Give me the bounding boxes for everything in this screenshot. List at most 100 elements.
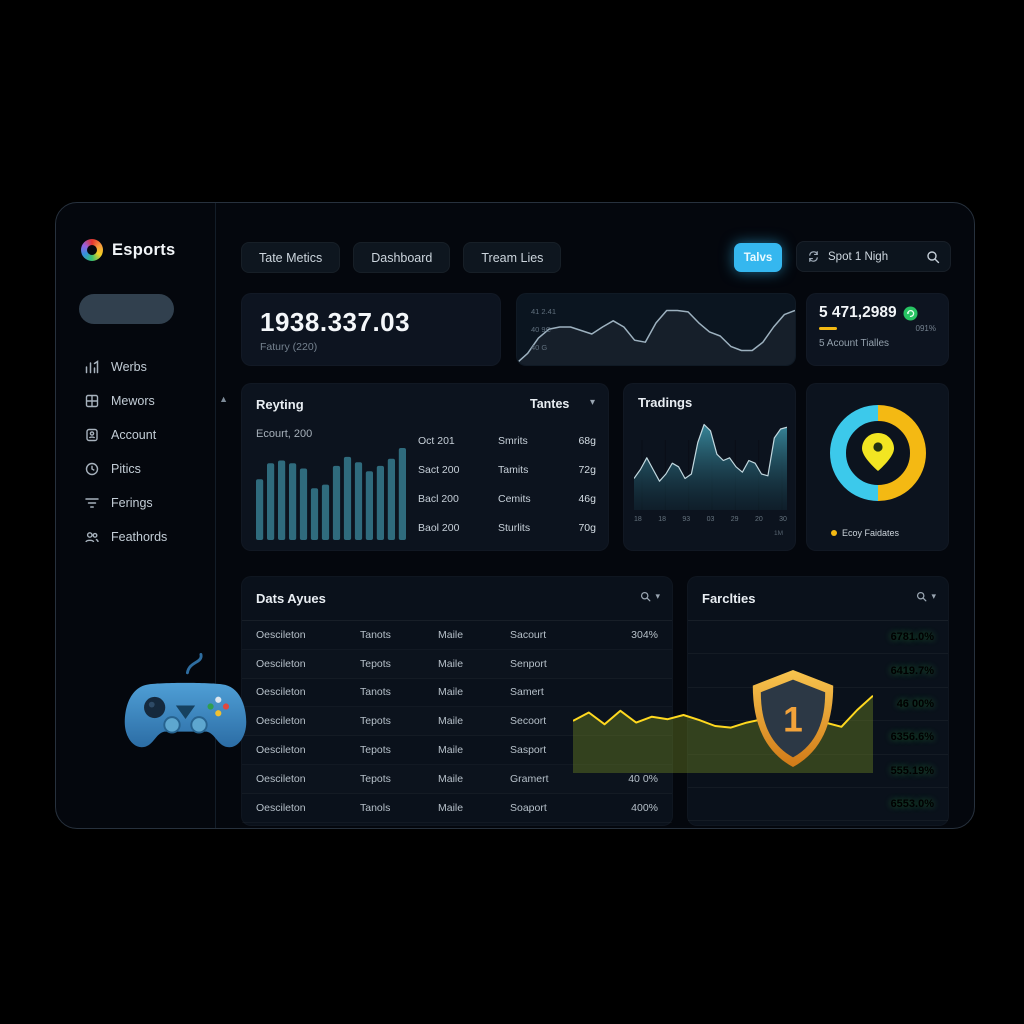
sidebar-item-mewors[interactable]: Mewors ▲ [84, 384, 228, 418]
sidebar-item-feathords[interactable]: Feathords [84, 520, 214, 554]
tradings-footnote: 1M [773, 530, 783, 537]
cell-support: Sasport [510, 744, 547, 757]
tab-dashboard[interactable]: Dashboard [353, 242, 451, 273]
cell-value: 46g [578, 492, 596, 505]
location-pin-icon [862, 433, 894, 471]
cell-description: Oescileton [256, 657, 306, 670]
donut-legend: Ecoy Faidates [831, 528, 899, 538]
legend-dot [831, 530, 837, 536]
sidebar: Esports Werbs Mewors ▲ Account [56, 203, 247, 828]
list-item: 555.19% [688, 755, 948, 788]
cell-name: Cemits [498, 492, 531, 505]
table-filter-control[interactable]: ▾ [640, 591, 660, 602]
sidebar-item-ferings[interactable]: Ferings [84, 486, 214, 520]
x-tick-label: 93 [682, 516, 691, 523]
table-row[interactable]: Oescileton Tanots Maile Samert [242, 679, 672, 708]
table-row[interactable]: Oescileton Tanots Maile Sacourt 304% [242, 621, 672, 650]
account-badge: 091% [915, 324, 936, 333]
table-row[interactable]: Oescileton Tanols Maile Soaport 400% [242, 794, 672, 823]
cell-support: Samert [510, 686, 544, 699]
talvs-button[interactable]: Talvs [734, 243, 782, 272]
cell-value: 68g [578, 434, 596, 447]
list-item: 6781.0% [688, 621, 948, 655]
status-refresh-icon [903, 306, 918, 320]
spark-y-label: 41 2.41 [531, 307, 557, 316]
search-icon[interactable] [926, 250, 940, 264]
game-controller-illustration [124, 653, 247, 748]
cell-support: Sacourt [510, 628, 547, 641]
cell-period: Oct 201 [418, 434, 455, 447]
cell-value: 72g [578, 463, 596, 476]
tradings-panel: Tradings 18 18 93 03 29 20 30 1M [623, 383, 796, 551]
facilities-title: Farclties [702, 591, 756, 606]
search-label: Spot 1 Nigh [828, 250, 889, 263]
cell-description: Oescileton [256, 686, 306, 699]
table-row[interactable]: Bacl 200 Cemits 46g [418, 484, 596, 513]
cell-description: Oescileton [256, 744, 306, 757]
cell-support: Soaport [510, 801, 547, 814]
stat-card-sparkline: 41 2.41 40 9C 40 G [516, 293, 796, 366]
grid-icon [85, 394, 99, 408]
reyting-panel: Reyting Tantes ▾ Ecourt, 200 Oct 201 Smr… [241, 383, 609, 551]
table-row[interactable]: Oescileton Tepots Maile Sasport [242, 736, 672, 765]
sidebar-item-label: Werbs [111, 360, 147, 374]
logo-text: Esports [112, 240, 176, 259]
facility-percent: 6356.6% [890, 731, 934, 744]
tab-tream-lies[interactable]: Tream Lies [463, 242, 562, 273]
cell-period: Baol 200 [418, 521, 460, 534]
facility-percent: 6781.0% [890, 631, 934, 644]
app-window: Esports Werbs Mewors ▲ Account [55, 202, 975, 829]
shield-number: 1 [783, 701, 803, 740]
data-table-title: Dats Ayues [256, 591, 326, 606]
search-icon [917, 591, 927, 602]
cell-period: Bacl 200 [418, 492, 459, 505]
sidebar-item-label: Mewors [111, 394, 155, 408]
filter-icon [85, 498, 99, 508]
chevron-down-icon: ▾ [931, 591, 936, 601]
table-row[interactable]: Oescileton Tepots Maile Secoort [242, 707, 672, 736]
sidebar-pill[interactable] [79, 294, 174, 324]
sidebar-item-werbs[interactable]: Werbs [84, 350, 214, 384]
cell-name: Smrits [498, 434, 528, 447]
x-tick-label: 29 [730, 516, 739, 523]
table-row[interactable]: Oescileton Tepots Maile Gramert 40 0% [242, 765, 672, 794]
cell-description: Oescileton [256, 772, 306, 785]
list-item: 6553.0% [688, 788, 948, 822]
table-row[interactable]: Oct 201 Smrits 68g [418, 426, 596, 455]
sidebar-item-label: Feathords [111, 530, 168, 544]
x-tick-label: 18 [634, 516, 642, 523]
cell-description: Oescileton [256, 715, 306, 728]
cell-mode: Maile [438, 772, 464, 785]
sidebar-item-label: Account [111, 428, 157, 442]
tantes-dropdown[interactable]: Tantes [530, 397, 570, 411]
cell-name: Tamits [498, 463, 529, 476]
sidebar-item-label: Ferings [111, 496, 153, 510]
stat-main-label: Fatury (220) [260, 341, 318, 353]
chevron-down-icon[interactable]: ▾ [589, 397, 595, 408]
cell-tag: Tepots [360, 772, 391, 785]
account-label: 5 Acount Tialles [819, 338, 890, 349]
sidebar-item-account[interactable]: Account [84, 418, 214, 452]
cell-support: Gramert [510, 772, 549, 785]
cell-tag: Tepots [360, 744, 391, 757]
cell-tag: Tanots [360, 628, 391, 641]
sidebar-item-pitics[interactable]: Pitics [84, 452, 214, 486]
search-bar[interactable]: Spot 1 Nigh [796, 241, 951, 272]
donut-chart [830, 405, 926, 501]
table-row[interactable]: Baol 200 Sturlits 70g [418, 513, 596, 542]
cell-name: Sturlits [498, 521, 531, 534]
cell-description: Oescileton [256, 801, 306, 814]
table-row[interactable]: Sact 200 Tamits 72g [418, 455, 596, 484]
cell-support: Secoort [510, 715, 547, 728]
tab-tate-metics[interactable]: Tate Metics [241, 242, 341, 273]
reyting-title: Reyting [256, 397, 304, 412]
facilities-rows: 6781.0% 6419.7% 46 00% 6356.6% [688, 621, 948, 822]
table-row[interactable]: Oescileton Tepots Maile Senport [242, 650, 672, 679]
cell-mode: Maile [438, 628, 464, 641]
facilities-filter-control[interactable]: ▾ [916, 591, 936, 602]
legend-label: Ecoy Faidates [842, 528, 900, 538]
reyting-table: Oct 201 Smrits 68g Sact 200 Tamits 72g B… [418, 426, 596, 542]
expand-arrow-icon[interactable]: ▲ [219, 394, 228, 404]
cell-percent: 400% [631, 801, 658, 814]
